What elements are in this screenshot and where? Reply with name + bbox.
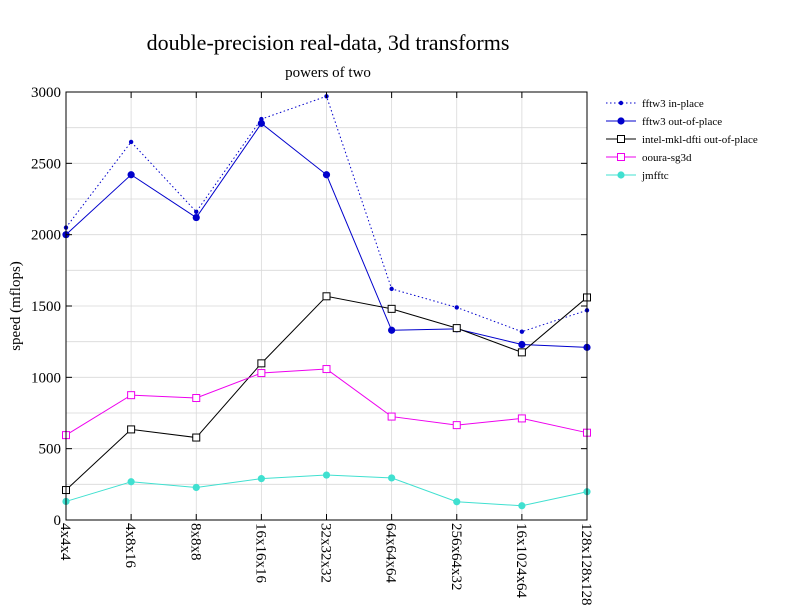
y-tick-label: 3000 bbox=[31, 85, 61, 101]
data-point bbox=[192, 394, 201, 403]
y-tick-label: 2500 bbox=[31, 156, 61, 172]
data-point bbox=[257, 359, 266, 368]
legend-entry: ooura-sg3d bbox=[606, 152, 692, 164]
data-point bbox=[387, 304, 396, 313]
x-tick-label: 128x128x128 bbox=[578, 523, 594, 606]
data-point bbox=[388, 474, 396, 482]
legend-entry: intel-mkl-dfti out-of-place bbox=[606, 134, 758, 146]
data-point bbox=[257, 369, 266, 378]
legend-entry: fftw3 in-place bbox=[606, 98, 704, 110]
x-tick-label: 16x1024x64 bbox=[513, 523, 529, 599]
data-point bbox=[257, 119, 265, 127]
y-axis-label: speed (mflops) bbox=[8, 261, 24, 351]
data-point bbox=[257, 475, 265, 483]
data-point bbox=[518, 502, 526, 510]
data-point bbox=[452, 324, 461, 333]
data-point bbox=[192, 213, 200, 222]
series-4 bbox=[62, 471, 591, 510]
legend-label: intel-mkl-dfti out-of-place bbox=[642, 134, 758, 146]
data-point bbox=[517, 414, 526, 423]
x-tick-label: 8x8x8 bbox=[187, 523, 203, 561]
data-point bbox=[192, 433, 201, 442]
y-tick-label: 2000 bbox=[31, 228, 61, 244]
data-point bbox=[452, 421, 461, 430]
legend-label: ooura-sg3d bbox=[642, 152, 692, 164]
data-point bbox=[192, 483, 200, 492]
x-tick-label: 32x32x32 bbox=[318, 523, 334, 583]
axes: 0 500 1000 1500 2000 2500 3000 4x4x4 4x8x16 8x8x8… bbox=[31, 85, 594, 606]
data-point bbox=[322, 471, 331, 479]
y-tick-label: 1500 bbox=[31, 299, 61, 315]
data-point bbox=[388, 326, 396, 334]
data-point bbox=[389, 286, 394, 292]
legend-entry: fftw3 out-of-place bbox=[606, 116, 722, 128]
x-tick-label: 16x16x16 bbox=[252, 523, 268, 584]
x-tick-label: 4x4x4 bbox=[57, 523, 73, 561]
legend-marker bbox=[617, 153, 625, 161]
data-point bbox=[517, 348, 526, 357]
legend: fftw3 in-place fftw3 out-of-place intel-mk… bbox=[606, 98, 758, 182]
chart-title: double-precision real-data, 3d transform… bbox=[147, 30, 510, 55]
data-point bbox=[127, 391, 136, 400]
data-point bbox=[128, 139, 134, 145]
y-tick-label: 0 bbox=[54, 513, 62, 529]
legend-entry: jmfftc bbox=[606, 170, 669, 182]
legend-marker bbox=[618, 100, 624, 106]
grid bbox=[66, 92, 587, 520]
data-point bbox=[453, 498, 461, 506]
data-point bbox=[454, 305, 459, 310]
data-point bbox=[322, 171, 331, 179]
x-tick-label: 4x8x16 bbox=[122, 523, 138, 569]
x-tick-label: 256x64x32 bbox=[448, 523, 464, 591]
x-tick-label: 64x64x64 bbox=[383, 523, 399, 584]
legend-label: fftw3 in-place bbox=[642, 98, 704, 110]
data-point bbox=[127, 478, 135, 486]
data-point bbox=[127, 171, 135, 179]
legend-label: fftw3 out-of-place bbox=[642, 116, 722, 128]
legend-marker bbox=[617, 117, 625, 125]
data-point bbox=[194, 209, 199, 215]
data-point bbox=[519, 329, 525, 334]
data-point bbox=[322, 292, 331, 301]
y-tick-label: 1000 bbox=[31, 370, 61, 386]
legend-marker bbox=[617, 171, 625, 179]
legend-label: jmfftc bbox=[641, 170, 669, 182]
data-point bbox=[127, 425, 136, 434]
data-point bbox=[387, 412, 396, 421]
chart-subtitle: powers of two bbox=[285, 65, 371, 81]
data-point bbox=[322, 365, 331, 374]
y-tick-label: 500 bbox=[39, 442, 62, 458]
data-point bbox=[518, 340, 526, 349]
legend-marker bbox=[617, 135, 625, 143]
